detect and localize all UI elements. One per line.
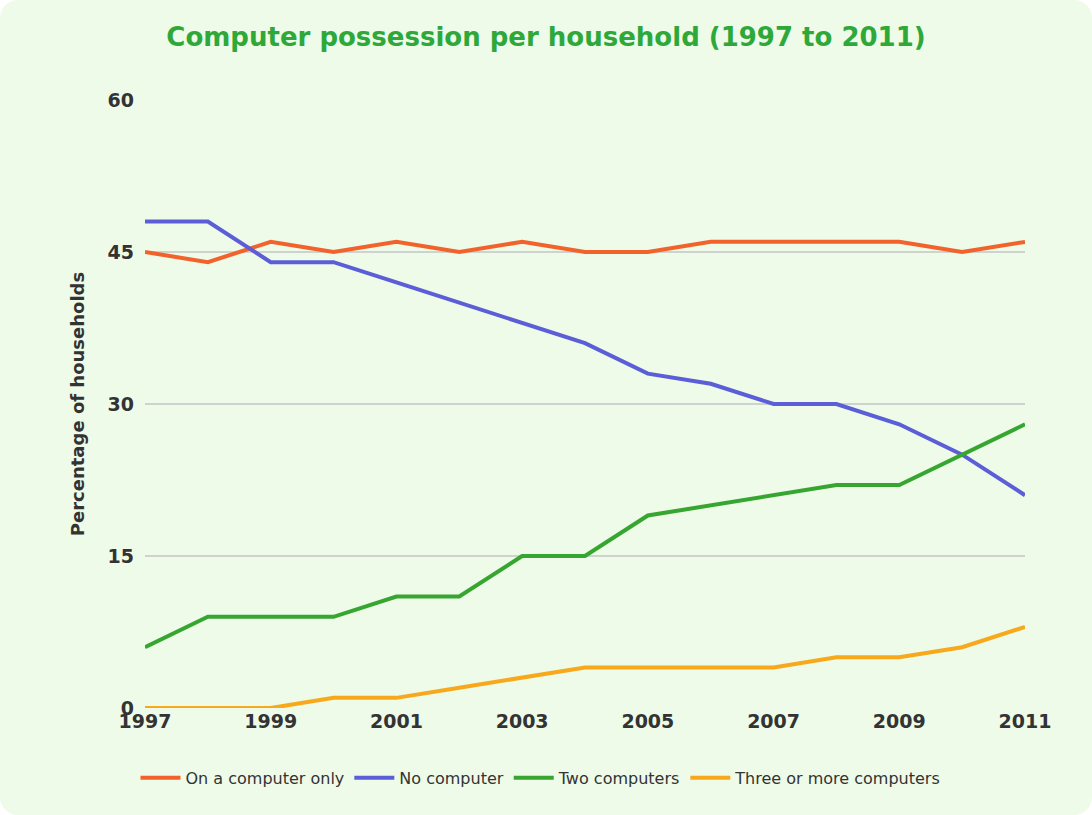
svg-text:On a computer only: On a computer only bbox=[186, 769, 345, 788]
svg-text:45: 45 bbox=[108, 241, 134, 263]
svg-text:1997: 1997 bbox=[119, 710, 172, 732]
svg-text:Three or more computers: Three or more computers bbox=[734, 769, 939, 788]
svg-text:Two computers: Two computers bbox=[558, 769, 680, 788]
svg-text:2007: 2007 bbox=[747, 710, 800, 732]
svg-text:60: 60 bbox=[108, 89, 134, 111]
svg-text:No computer: No computer bbox=[399, 769, 503, 788]
svg-text:Percentage of households: Percentage of households bbox=[67, 272, 88, 536]
svg-text:30: 30 bbox=[108, 393, 134, 415]
svg-text:2001: 2001 bbox=[370, 710, 423, 732]
svg-text:15: 15 bbox=[108, 545, 134, 567]
svg-text:0: 0 bbox=[121, 697, 134, 719]
svg-text:2003: 2003 bbox=[496, 710, 549, 732]
svg-text:Computer possession per househ: Computer possession per household (1997 … bbox=[166, 22, 925, 52]
svg-text:1999: 1999 bbox=[244, 710, 297, 732]
svg-text:2005: 2005 bbox=[621, 710, 674, 732]
svg-text:2011: 2011 bbox=[999, 710, 1052, 732]
svg-text:2009: 2009 bbox=[873, 710, 926, 732]
